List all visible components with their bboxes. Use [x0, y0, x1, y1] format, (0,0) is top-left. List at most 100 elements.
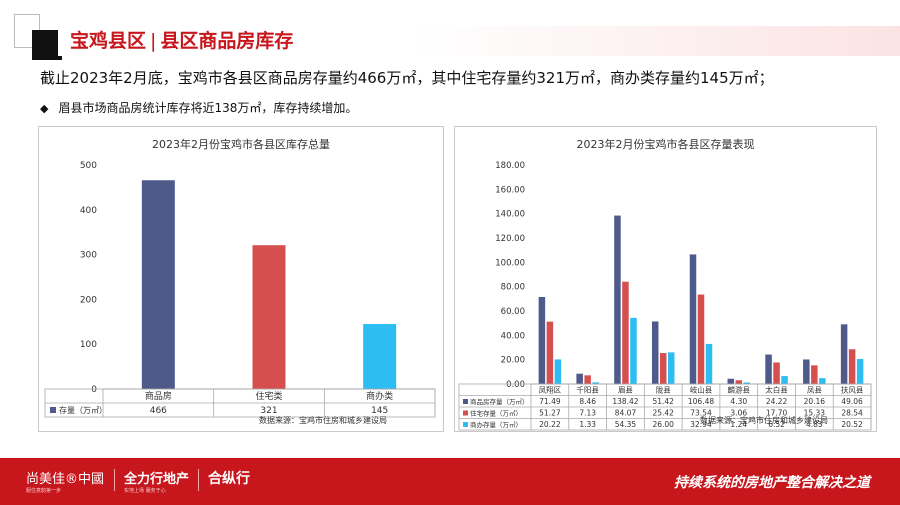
footer-divider: [114, 469, 115, 491]
legend-label: 住宅存量（万㎡）: [470, 409, 522, 418]
y-tick-label: 0: [91, 385, 97, 395]
bar: [743, 382, 751, 384]
bar: [538, 297, 546, 384]
data-label: 4.30: [730, 397, 747, 406]
bar: [667, 352, 675, 384]
bar: [622, 281, 629, 384]
data-source: 数据来源：宝鸡市住房和城乡建设局: [700, 416, 828, 425]
data-label: 20.22: [539, 420, 561, 429]
bar: [856, 359, 864, 384]
data-label: 28.54: [841, 409, 863, 418]
footer-brand-tagline: 实地上场 服务于心: [124, 488, 166, 494]
y-tick-label: 400: [80, 206, 97, 216]
bar: [773, 362, 780, 384]
y-tick-label: 180.00: [495, 161, 525, 171]
county-inventory-chart: 0.00 20.00 40.00 60.00 80.00 100.00 120.00 140.…: [458, 161, 872, 431]
bar: [705, 343, 713, 384]
data-label: 106.48: [688, 397, 714, 406]
bar: [614, 215, 621, 384]
bar: [363, 324, 397, 389]
legend-label: 商品房存量（万㎡）: [470, 397, 529, 406]
x-tick-label: 商品房: [145, 390, 172, 402]
total-inventory-chart: 0 100 200 300 400 500 商品房 466 住宅类 321 商办类 145 存量（万㎡）: [44, 161, 436, 418]
header-bar: [58, 26, 900, 56]
data-label: 3.06: [730, 409, 747, 418]
y-tick-label: 100: [80, 340, 97, 350]
page-title-part1: 宝鸡县区: [70, 30, 147, 52]
data-label: 26.00: [652, 420, 674, 429]
data-label: 84.07: [615, 409, 637, 418]
x-tick-label: 住宅类: [255, 390, 282, 402]
bar: [803, 359, 810, 384]
data-label: 51.42: [652, 397, 674, 406]
x-tick-label: 岐山县: [690, 385, 713, 395]
bar: [141, 180, 175, 389]
total-inventory-chart-panel: 2023年2月份宝鸡市各县区库存总量 0 100 200 300 400 500 商品房 46…: [38, 126, 444, 432]
footer-divider: [198, 469, 199, 491]
data-label: 54.35: [615, 420, 637, 429]
bar: [727, 378, 735, 384]
data-label: 51.27: [539, 409, 561, 418]
diamond-bullet-icon: ◆: [40, 102, 49, 115]
y-tick-label: 160.00: [495, 185, 525, 195]
footer-slogan: 持续系统的房地产整合解决之道: [674, 475, 870, 491]
data-label: 71.49: [539, 397, 561, 406]
x-tick-label: 凤县: [807, 386, 822, 395]
data-label: 1.24: [730, 420, 747, 429]
data-label: 17.70: [766, 409, 788, 418]
page-title-part2: 县区商品房库存: [160, 30, 294, 52]
bullet-text: 眉县市场商品房统计库存将近138万㎡，库存持续增加。: [58, 101, 358, 115]
data-label: 15.33: [804, 409, 826, 418]
chart-title: 2023年2月份宝鸡市各县区存量表现: [576, 138, 755, 151]
page-title-separator: |: [150, 30, 157, 52]
summary-text: 截止2023年2月底，宝鸡市各县区商品房存量约466万㎡，其中住宅存量约321万…: [40, 69, 774, 87]
x-tick-label: 眉县: [618, 386, 633, 395]
bar: [651, 321, 659, 384]
bar: [689, 254, 697, 384]
bar: [576, 373, 583, 384]
data-label: 4.83: [806, 420, 823, 429]
x-tick-label: 麟游县: [728, 385, 751, 395]
footer-brand-logo: 合纵行: [208, 471, 250, 487]
data-label: 321: [260, 406, 277, 416]
data-label: 20.52: [841, 420, 863, 429]
data-label: 1.33: [579, 420, 596, 429]
y-tick-label: 140.00: [495, 210, 525, 220]
bar: [252, 245, 286, 389]
y-tick-label: 100.00: [495, 258, 525, 268]
legend-swatch: [463, 399, 468, 404]
legend-swatch: [463, 410, 468, 416]
legend-swatch: [50, 407, 56, 413]
y-tick-label: 300: [80, 251, 97, 261]
data-label: 73.54: [690, 409, 712, 418]
data-label: 32.94: [690, 420, 712, 429]
x-tick-label: 太白县: [765, 385, 788, 395]
data-label: 49.06: [841, 397, 863, 406]
data-label: 138.42: [612, 397, 638, 406]
page-title: 宝鸡县区 | 县区商品房库存: [70, 26, 293, 56]
y-tick-label: 200: [80, 295, 97, 305]
y-tick-label: 500: [80, 161, 97, 171]
bar: [781, 376, 788, 384]
y-tick-label: 20.00: [501, 356, 525, 366]
y-tick-label: 80.00: [501, 283, 525, 293]
bar: [546, 321, 554, 384]
data-label: 7.13: [579, 409, 596, 418]
bar: [840, 324, 848, 384]
bar: [584, 375, 591, 384]
x-tick-label: 凤翔区: [539, 385, 562, 395]
footer-brand-tagline: 服住意韵第一步: [26, 488, 62, 494]
data-label: 466: [150, 406, 167, 416]
chart-title: 2023年2月份宝鸡市各县区库存总量: [152, 138, 330, 151]
legend-label: 商办存量（万㎡）: [470, 420, 522, 429]
y-tick-label: 0.00: [506, 380, 525, 390]
x-tick-label: 扶风县: [841, 385, 864, 395]
bar: [848, 349, 856, 384]
x-tick-label: 商办类: [366, 390, 393, 402]
header-mark-block: [32, 30, 62, 60]
data-label: 24.22: [766, 397, 788, 406]
bar: [765, 354, 772, 384]
legend-swatch: [463, 422, 468, 427]
bar: [630, 317, 637, 384]
x-tick-label: 千阳县: [576, 385, 599, 395]
